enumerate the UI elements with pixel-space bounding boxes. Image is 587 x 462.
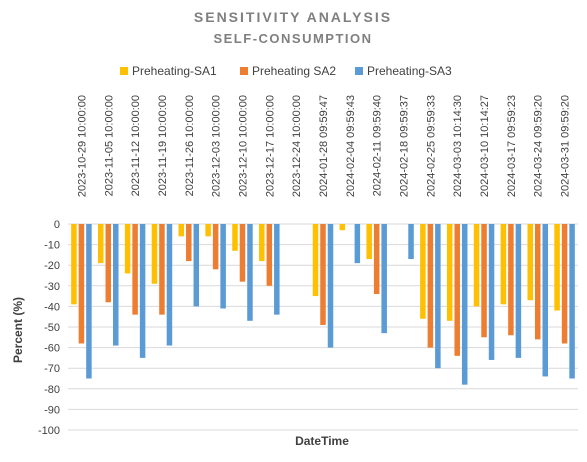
y-tick-label: -50 xyxy=(44,322,60,334)
x-tick-label: 2024-03-31 09:59:20 xyxy=(560,95,572,197)
x-tick-label: 2024-03-03 10:14:30 xyxy=(452,95,464,197)
legend-label: Preheating SA2 xyxy=(252,64,336,78)
y-tick-labels: 0 -10 -20 -30 -40 -50 -60 -70 -80 -90 -100 xyxy=(38,219,60,437)
y-tick-label: -90 xyxy=(44,404,60,416)
bar xyxy=(124,224,131,274)
x-tick-label: 2024-03-17 09:59:23 xyxy=(506,95,518,197)
y-tick-label: -60 xyxy=(44,343,60,355)
bar xyxy=(247,224,253,321)
x-tick-label: 2024-03-24 09:59:20 xyxy=(533,95,545,197)
bar xyxy=(408,224,414,260)
bar xyxy=(266,224,273,286)
bar xyxy=(86,224,92,379)
bar xyxy=(327,224,334,348)
legend: Preheating-SA1 Preheating SA2 Preheating-S… xyxy=(120,64,452,78)
x-tick-label: 2023-12-24 10:00:00 xyxy=(291,95,303,197)
legend-label: Preheating-SA1 xyxy=(132,64,217,78)
y-tick-label: -70 xyxy=(44,363,60,375)
bar xyxy=(461,224,468,385)
y-tick-label: -100 xyxy=(38,425,60,437)
bar xyxy=(373,224,380,295)
x-tick-label: 2024-02-18 09:59:37 xyxy=(399,95,411,197)
bar xyxy=(446,224,453,321)
bar xyxy=(220,224,226,309)
bar xyxy=(166,224,173,346)
bar xyxy=(569,224,575,379)
legend-swatch xyxy=(355,67,363,75)
bar xyxy=(186,224,192,262)
x-tick-label: 2023-11-05 10:00:00 xyxy=(103,95,115,196)
x-tick-label: 2023-12-17 10:00:00 xyxy=(264,95,276,197)
bar xyxy=(427,224,434,348)
bar xyxy=(481,224,487,338)
bar xyxy=(205,224,211,237)
x-tick-labels: 2023-10-29 10:00:00 2023-11-05 10:00:00 20… xyxy=(76,95,571,197)
y-tick-label: -40 xyxy=(44,301,60,313)
x-tick-label: 2023-11-12 10:00:00 xyxy=(130,95,142,196)
x-tick-label: 2024-01-28 09:59:47 xyxy=(318,95,330,197)
bar xyxy=(515,224,522,358)
bar xyxy=(239,224,246,282)
bars xyxy=(71,224,575,385)
legend-label: Preheating-SA3 xyxy=(367,64,452,78)
x-tick-label: 2023-11-19 10:00:00 xyxy=(157,95,169,196)
chart-subtitle: SELF-CONSUMPTION xyxy=(213,31,372,46)
y-tick-label: -10 xyxy=(44,240,60,252)
bar xyxy=(473,224,480,307)
x-tick-label: 2024-02-04 09:59:43 xyxy=(345,95,357,197)
bar xyxy=(132,224,138,315)
x-axis-label: DateTime xyxy=(295,434,349,448)
bar xyxy=(554,224,560,311)
y-tick-label: -30 xyxy=(44,281,60,293)
bar xyxy=(105,224,112,303)
bar xyxy=(366,224,372,260)
bar xyxy=(212,224,219,270)
x-tick-label: 2024-02-11 09:59:40 xyxy=(372,95,384,196)
bar xyxy=(435,224,441,369)
bar xyxy=(232,224,238,251)
x-tick-label: 2024-02-25 09:59:33 xyxy=(425,95,437,197)
y-tick-label: -20 xyxy=(44,260,60,272)
bar xyxy=(113,224,119,346)
bar xyxy=(339,224,346,231)
y-tick-label: -80 xyxy=(44,384,60,396)
legend-swatch xyxy=(240,67,248,75)
y-axis-label: Percent (%) xyxy=(11,297,25,363)
x-tick-label: 2023-11-26 10:00:00 xyxy=(184,95,196,196)
x-tick-label: 2024-03-10 10:14:27 xyxy=(479,95,491,197)
x-tick-label: 2023-12-03 10:00:00 xyxy=(211,95,223,197)
bar xyxy=(71,224,77,305)
y-tick-label: 0 xyxy=(54,219,60,231)
x-tick-label: 2023-12-10 10:00:00 xyxy=(237,95,249,197)
bar xyxy=(274,224,280,315)
bar xyxy=(488,224,495,360)
bar xyxy=(139,224,146,358)
bar xyxy=(159,224,165,315)
bar xyxy=(508,224,514,336)
bar xyxy=(561,224,568,344)
bar xyxy=(78,224,85,344)
bar xyxy=(454,224,460,356)
bar xyxy=(500,224,507,305)
bar xyxy=(259,224,265,262)
bar xyxy=(534,224,541,340)
bar xyxy=(312,224,319,297)
bar xyxy=(151,224,158,284)
chart-title: SENSITIVITY ANALYSIS xyxy=(194,9,392,25)
bar xyxy=(527,224,533,301)
bar xyxy=(381,224,387,334)
bar xyxy=(320,224,326,325)
bar xyxy=(354,224,361,264)
bar xyxy=(420,224,426,319)
bar xyxy=(98,224,104,264)
bar xyxy=(193,224,200,307)
bar xyxy=(178,224,185,237)
bar xyxy=(542,224,548,377)
x-tick-label: 2023-10-29 10:00:00 xyxy=(76,95,88,197)
legend-swatch xyxy=(120,67,128,75)
